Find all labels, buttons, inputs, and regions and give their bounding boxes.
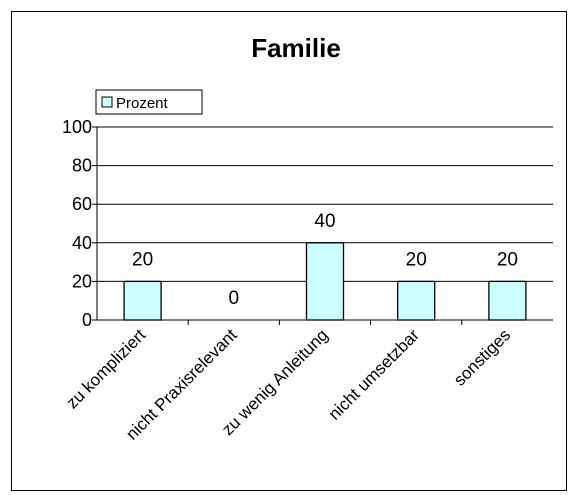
legend-box [95, 89, 203, 115]
legend: Prozent [95, 89, 203, 115]
data-label: 20 [132, 249, 153, 270]
legend-label: Prozent [116, 95, 169, 112]
bar [488, 280, 527, 321]
chart-title: Familie [251, 33, 341, 63]
data-label: 20 [406, 249, 427, 270]
data-label: 20 [497, 249, 518, 270]
bar [397, 280, 436, 321]
data-label: 0 [229, 288, 240, 309]
category-label: zu kompliziert [63, 325, 150, 412]
bar [123, 280, 162, 321]
data-label: 40 [314, 211, 335, 232]
y-tick-label: 40 [72, 233, 92, 253]
y-tick-label: 0 [82, 310, 92, 330]
category-label: nicht umsetzbar [325, 325, 424, 424]
y-tick-label: 100 [62, 117, 92, 137]
bar [305, 242, 345, 321]
legend-swatch [101, 96, 113, 108]
y-tick-label: 20 [72, 271, 92, 291]
category-label: sonstiges [450, 325, 514, 389]
y-tick-label: 80 [72, 156, 92, 176]
y-tick-label: 60 [72, 194, 92, 214]
